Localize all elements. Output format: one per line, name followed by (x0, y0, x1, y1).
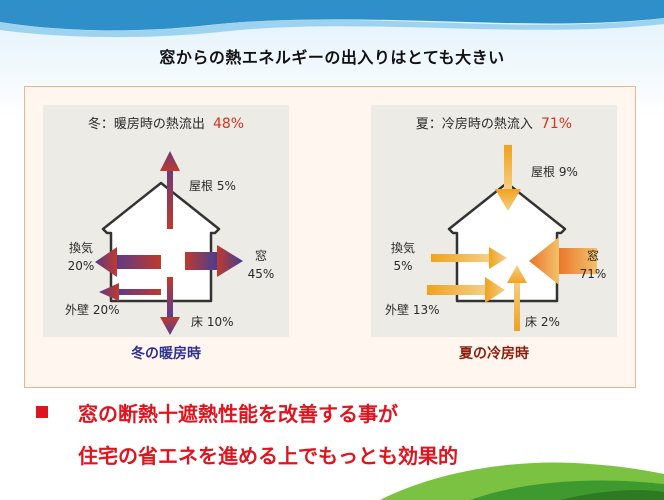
summer-floor-arrow (507, 265, 527, 331)
winter-title-text: 冬：暖房時の熱流出 (87, 117, 205, 132)
summer-house-diagram (427, 145, 597, 331)
winter-panel-title: 冬：暖房時の熱流出 48% (43, 113, 289, 132)
summer-window-arrow (529, 237, 597, 285)
conclusion-line-1-text: 窓の断熱十遮熱性能を改善する事が (78, 402, 398, 426)
summer-window-percent: 71% (579, 267, 607, 281)
winter-floor-label: 床 10% (191, 315, 234, 329)
winter-ventilation-label: 換気 20% (61, 239, 101, 275)
summer-wall-label: 外壁 13% (385, 303, 440, 317)
winter-window-label: 窓 45% (241, 247, 281, 283)
summer-window-label: 窓 71% (573, 247, 613, 283)
green-hills-decoration (380, 462, 664, 500)
winter-window-name: 窓 (254, 249, 267, 263)
summer-ventilation-arrow (431, 247, 507, 269)
winter-roof-arrow (160, 151, 180, 229)
winter-window-percent: 45% (247, 267, 275, 281)
winter-caption: 冬の暖房時 (131, 346, 201, 362)
summer-total-percent: 71% (540, 116, 573, 132)
winter-total-percent: 48% (212, 116, 245, 132)
bullet-square-icon (36, 406, 48, 418)
winter-house-diagram (95, 151, 243, 335)
winter-window-arrow (185, 245, 243, 277)
summer-floor-label: 床 2% (525, 315, 560, 329)
winter-wall-label: 外壁 20% (65, 303, 120, 317)
winter-floor-arrow (160, 277, 180, 335)
summer-panel-title: 夏：冷房時の熱流入 71% (371, 113, 617, 132)
summer-ventilation-percent: 5% (393, 259, 413, 273)
winter-roof-label: 屋根 5% (189, 179, 236, 193)
slide-title: 窓からの熱エネルギーの出入りはとても大きい (159, 48, 505, 67)
winter-heat-loss-panel: 冬：暖房時の熱流出 48% (43, 105, 289, 337)
summer-ventilation-name: 換気 (390, 241, 415, 255)
winter-wall-arrow (99, 283, 161, 301)
summer-title-text: 夏：冷房時の熱流入 (415, 117, 533, 132)
top-decorative-band (0, 0, 664, 38)
conclusion-line-1: 窓の断熱十遮熱性能を改善する事が (36, 398, 398, 427)
summer-roof-label: 屋根 9% (531, 165, 578, 179)
winter-ventilation-percent: 20% (67, 259, 95, 273)
summer-caption: 夏の冷房時 (459, 346, 529, 362)
summer-roof-arrow (495, 145, 521, 211)
figure-frame: 冬：暖房時の熱流出 48% (24, 86, 636, 388)
conclusion-line-2: 住宅の省エネを進める上でもっとも効果的 (78, 444, 458, 468)
summer-house-outline (447, 181, 567, 303)
winter-ventilation-name: 換気 (68, 241, 93, 255)
winter-ventilation-arrow (95, 247, 161, 277)
summer-heat-gain-panel: 夏：冷房時の熱流入 71% (371, 105, 617, 337)
summer-window-name: 窓 (586, 249, 599, 263)
summer-wall-arrow (427, 277, 505, 303)
summer-ventilation-label: 換気 5% (383, 239, 423, 275)
winter-house-outline (101, 181, 221, 303)
